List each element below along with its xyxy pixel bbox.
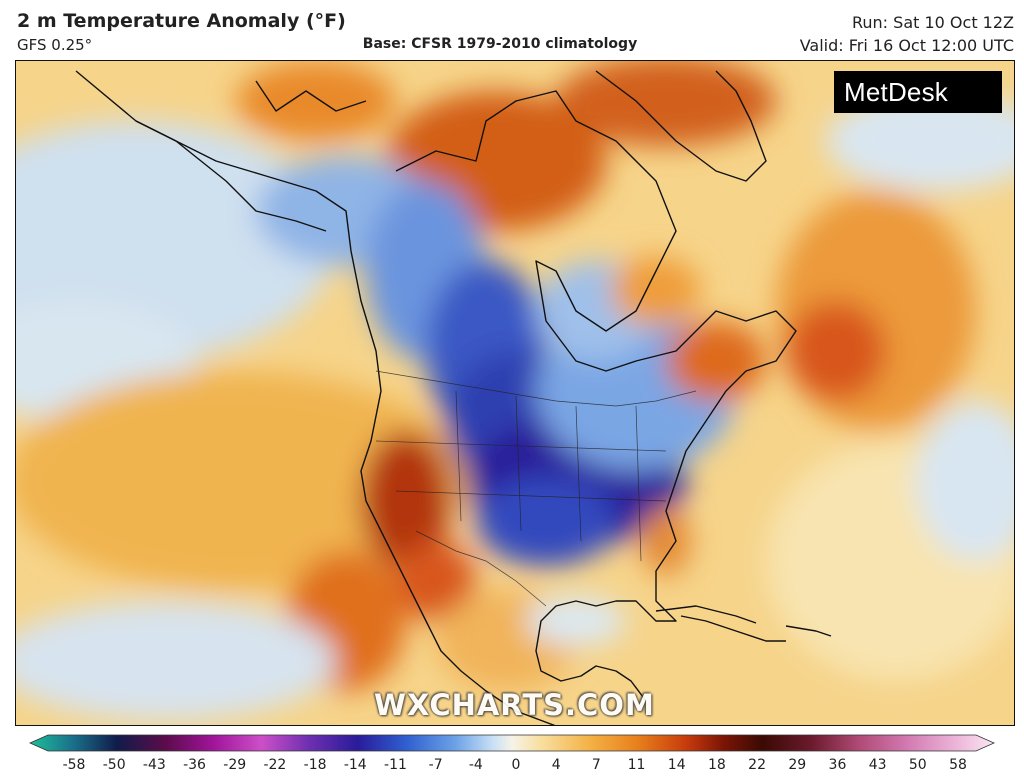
colorbar-tick-label: 58 (949, 757, 967, 773)
run-time-label: Run: Sat 10 Oct 12Z (852, 13, 1014, 32)
colorbar-ticks: -58 -50 -43 -36 -29 -22 -18 -14 -11 -7 -4 0 4 7 11 14 18… (0, 757, 1024, 777)
valid-time-label: Valid: Fri 16 Oct 12:00 UTC (799, 36, 1014, 55)
colorbar-tick-label: 50 (908, 757, 927, 773)
colorbar-tick-label: 14 (667, 757, 686, 773)
anomaly-field (16, 61, 1014, 721)
colorbar-tick-label: -4 (468, 757, 483, 773)
anomaly-map[interactable]: MetDesk WXCHARTS.COM (15, 60, 1015, 726)
coastlines (75, 70, 832, 725)
colorbar-tick-label: -14 (343, 757, 367, 773)
colorbar-tick-label: 0 (511, 757, 521, 773)
colorbar-tick-label: 18 (707, 757, 726, 773)
chart-header: 2 m Temperature Anomaly (°F) GFS 0.25° B… (0, 0, 1024, 58)
colorbar-tick-label: -50 (102, 757, 126, 773)
metdesk-star-icon (834, 71, 1015, 726)
colorbar-tick-label: -58 (62, 757, 86, 773)
colorbar-tick-label: 7 (591, 757, 601, 773)
logo-text: MetDesk (844, 76, 948, 107)
colorbar-tick-label: 4 (551, 757, 561, 773)
base-climatology-label: Base: CFSR 1979-2010 climatology (0, 36, 1000, 52)
metdesk-logo: MetDesk (834, 71, 1002, 113)
colorbar-tick-label: 36 (828, 757, 847, 773)
base-text: Base: CFSR 1979-2010 climatology (362, 36, 638, 52)
model-label: GFS 0.25° (17, 36, 93, 54)
colorbar-tick-label: -36 (183, 757, 206, 773)
map-canvas (16, 61, 1014, 725)
colorbar-tick-label: -29 (223, 757, 247, 773)
colorbar-tick-label: -22 (263, 757, 287, 773)
borders (375, 370, 697, 607)
colorbar-graphic (29, 734, 995, 752)
colorbar-tick-label: 22 (748, 757, 766, 773)
colorbar (0, 731, 1024, 781)
colorbar-tick-label: -18 (303, 757, 327, 773)
colorbar-tick-label: -7 (428, 757, 443, 773)
colorbar-tick-label: 11 (627, 757, 646, 773)
wxcharts-watermark: WXCHARTS.COM (374, 688, 655, 722)
colorbar-tick-label: 43 (868, 757, 887, 773)
colorbar-tick-label: -43 (142, 757, 166, 773)
colorbar-tick-label: 29 (788, 757, 807, 773)
chart-title: 2 m Temperature Anomaly (°F) (17, 10, 346, 32)
colorbar-tick-label: -11 (384, 757, 407, 773)
